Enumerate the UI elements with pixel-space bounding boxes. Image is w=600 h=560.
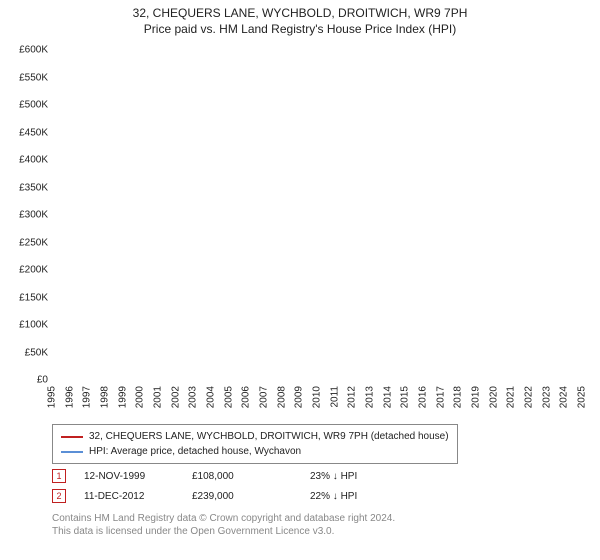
- y-tick-label: £150K: [4, 292, 48, 303]
- sale-row: 1 12-NOV-1999 £108,000 23% ↓ HPI: [52, 466, 410, 486]
- x-tick-label: 2009: [294, 386, 305, 408]
- x-tick-label: 2013: [365, 386, 376, 408]
- y-tick-label: £100K: [4, 320, 48, 331]
- x-tick-label: 1996: [64, 386, 75, 408]
- legend-label: HPI: Average price, detached house, Wych…: [89, 446, 301, 457]
- x-tick-label: 2019: [471, 386, 482, 408]
- x-tick-label: 2001: [153, 386, 164, 408]
- x-tick-label: 2003: [188, 386, 199, 408]
- x-tick-label: 2016: [418, 386, 429, 408]
- sale-marker-num: 1: [56, 472, 61, 481]
- x-tick-label: 1999: [117, 386, 128, 408]
- x-tick-label: 2011: [329, 386, 340, 408]
- x-tick-label: 2008: [276, 386, 287, 408]
- legend-label: 32, CHEQUERS LANE, WYCHBOLD, DROITWICH, …: [89, 431, 449, 442]
- sale-marker-box: 1: [52, 469, 66, 483]
- y-tick-label: £400K: [4, 155, 48, 166]
- y-tick-label: £50K: [4, 347, 48, 358]
- sale-row: 2 11-DEC-2012 £239,000 22% ↓ HPI: [52, 486, 410, 506]
- x-tick-label: 2000: [135, 386, 146, 408]
- sale-delta: 23% ↓ HPI: [310, 471, 410, 482]
- x-tick-label: 2018: [453, 386, 464, 408]
- x-tick-label: 2025: [577, 386, 588, 408]
- x-tick-label: 2023: [541, 386, 552, 408]
- chart-footer: Contains HM Land Registry data © Crown c…: [52, 512, 395, 538]
- x-tick-label: 2005: [223, 386, 234, 408]
- legend-item: 32, CHEQUERS LANE, WYCHBOLD, DROITWICH, …: [61, 429, 449, 444]
- y-tick-label: £200K: [4, 265, 48, 276]
- x-tick-label: 2002: [170, 386, 181, 408]
- y-tick-label: £550K: [4, 72, 48, 83]
- legend-swatch: [61, 436, 83, 438]
- footer-line-2: This data is licensed under the Open Gov…: [52, 525, 395, 538]
- x-tick-label: 2020: [488, 386, 499, 408]
- sale-delta: 22% ↓ HPI: [310, 491, 410, 502]
- sale-date: 12-NOV-1999: [84, 471, 174, 482]
- chart-plot-area: £0£50K£100K£150K£200K£250K£300K£350K£400…: [52, 50, 582, 380]
- x-tick-label: 2006: [241, 386, 252, 408]
- x-tick-label: 1998: [100, 386, 111, 408]
- legend-item: HPI: Average price, detached house, Wych…: [61, 444, 449, 459]
- sale-price: £108,000: [192, 471, 292, 482]
- y-tick-label: £350K: [4, 182, 48, 193]
- chart-title-2: Price paid vs. HM Land Registry's House …: [0, 22, 600, 36]
- x-tick-label: 2012: [347, 386, 358, 408]
- y-tick-label: £0: [4, 375, 48, 386]
- legend-swatch: [61, 451, 83, 453]
- chart-title-1: 32, CHEQUERS LANE, WYCHBOLD, DROITWICH, …: [0, 6, 600, 20]
- sale-marker-box: 2: [52, 489, 66, 503]
- x-tick-label: 2024: [559, 386, 570, 408]
- y-tick-label: £450K: [4, 127, 48, 138]
- x-tick-label: 2021: [506, 386, 517, 408]
- sale-marker-num: 2: [56, 492, 61, 501]
- x-tick-label: 1997: [82, 386, 93, 408]
- sale-date: 11-DEC-2012: [84, 491, 174, 502]
- chart-legend: 32, CHEQUERS LANE, WYCHBOLD, DROITWICH, …: [52, 424, 458, 464]
- x-tick-label: 2022: [524, 386, 535, 408]
- y-tick-label: £250K: [4, 237, 48, 248]
- y-tick-label: £300K: [4, 210, 48, 221]
- footer-line-1: Contains HM Land Registry data © Crown c…: [52, 512, 395, 525]
- x-tick-label: 2014: [382, 386, 393, 408]
- x-tick-label: 2015: [400, 386, 411, 408]
- x-tick-label: 2004: [206, 386, 217, 408]
- sale-markers-table: 1 12-NOV-1999 £108,000 23% ↓ HPI 2 11-DE…: [52, 466, 410, 506]
- x-tick-label: 2017: [435, 386, 446, 408]
- y-tick-label: £500K: [4, 100, 48, 111]
- x-tick-label: 2007: [259, 386, 270, 408]
- x-tick-label: 2010: [312, 386, 323, 408]
- y-tick-label: £600K: [4, 45, 48, 56]
- x-tick-label: 1995: [47, 386, 58, 408]
- sale-price: £239,000: [192, 491, 292, 502]
